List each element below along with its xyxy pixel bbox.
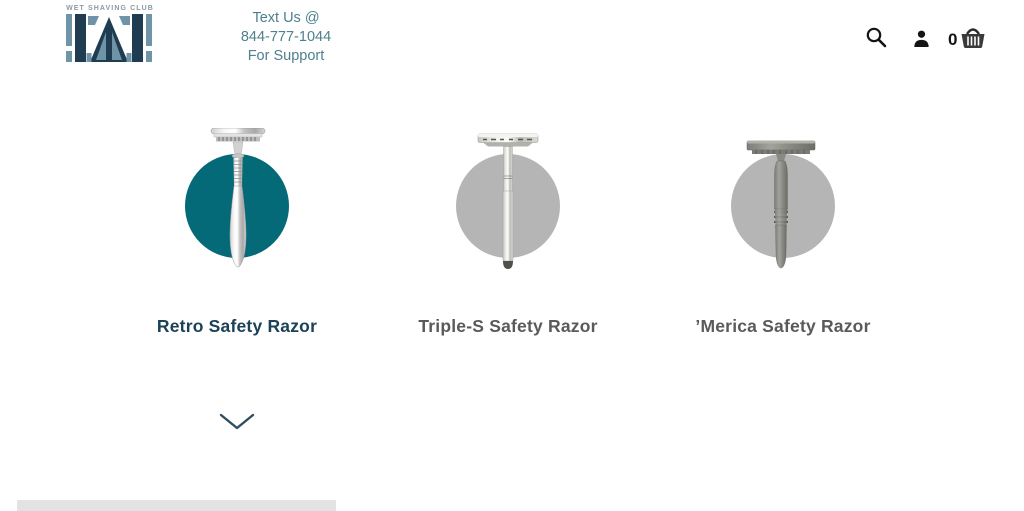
support-phone-text: Text Us @ 844-777-1044 For Support <box>216 9 356 66</box>
search-icon[interactable] <box>865 26 887 53</box>
product-title-retro[interactable]: Retro Safety Razor <box>156 316 318 336</box>
merica-razor-image <box>746 137 816 274</box>
retro-razor-image <box>210 127 266 273</box>
header: WET SHAVING CLUB <box>0 0 1024 80</box>
product-card-merica[interactable]: ’Merica Safety Razor <box>648 112 918 372</box>
product-title-triple-s[interactable]: Triple-S Safety Razor <box>418 316 598 336</box>
support-line-2: 844-777-1044 <box>240 29 332 45</box>
product-title-merica[interactable]: ’Merica Safety Razor <box>695 316 871 336</box>
support-line-1: Text Us @ <box>252 10 320 26</box>
logo[interactable]: WET SHAVING CLUB <box>66 5 154 67</box>
logo-brand-text: WET SHAVING CLUB <box>66 5 154 12</box>
bottom-section-edge <box>17 500 336 511</box>
chevron-down-icon[interactable] <box>219 413 255 436</box>
support-line-3: For Support <box>247 48 325 64</box>
product-card-retro[interactable]: Retro Safety Razor <box>102 112 372 372</box>
wsc-monogram-icon <box>66 14 152 66</box>
product-card-triple-s[interactable]: Triple-S Safety Razor <box>373 112 643 372</box>
triple-s-razor-image <box>477 132 539 275</box>
cart-button[interactable]: 0 <box>948 26 987 54</box>
account-icon[interactable] <box>912 29 931 53</box>
basket-icon <box>959 26 987 54</box>
cart-count-badge: 0 <box>948 30 958 49</box>
